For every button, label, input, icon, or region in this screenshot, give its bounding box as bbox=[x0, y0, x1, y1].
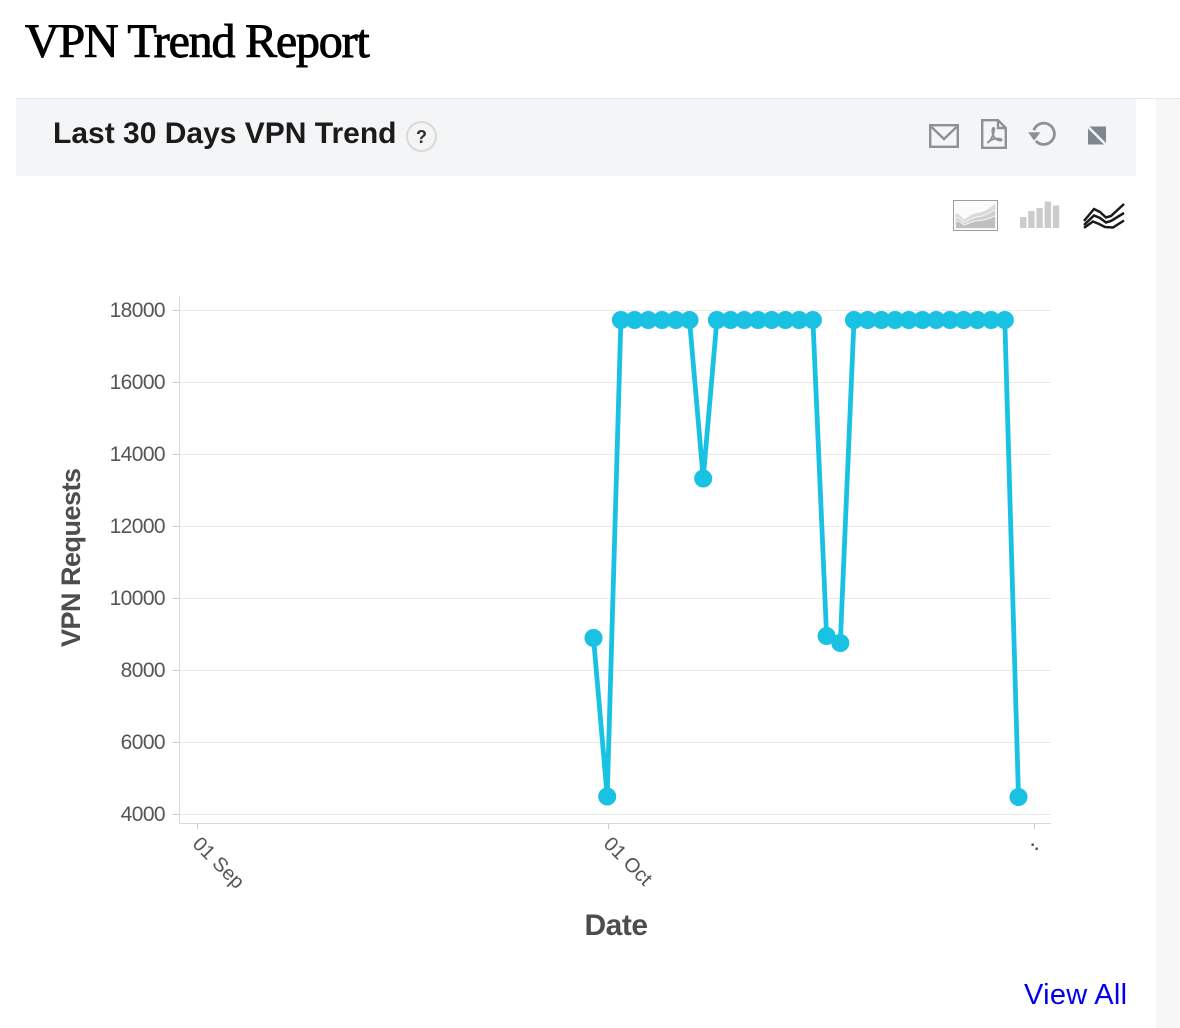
svg-text:01 Oct: 01 Oct bbox=[599, 833, 657, 891]
svg-text:4000: 4000 bbox=[121, 803, 165, 826]
svg-text:Date: Date bbox=[584, 909, 647, 942]
svg-text:VPN Requests: VPN Requests bbox=[56, 468, 86, 647]
svg-text:18000: 18000 bbox=[110, 299, 165, 322]
svg-text:12000: 12000 bbox=[110, 515, 165, 538]
svg-text:16000: 16000 bbox=[110, 371, 165, 394]
svg-text:10000: 10000 bbox=[110, 587, 165, 610]
svg-text:8000: 8000 bbox=[121, 659, 165, 682]
svg-text:14000: 14000 bbox=[110, 443, 165, 466]
svg-text:6000: 6000 bbox=[121, 731, 165, 754]
svg-text:01 Sep: 01 Sep bbox=[188, 833, 248, 893]
